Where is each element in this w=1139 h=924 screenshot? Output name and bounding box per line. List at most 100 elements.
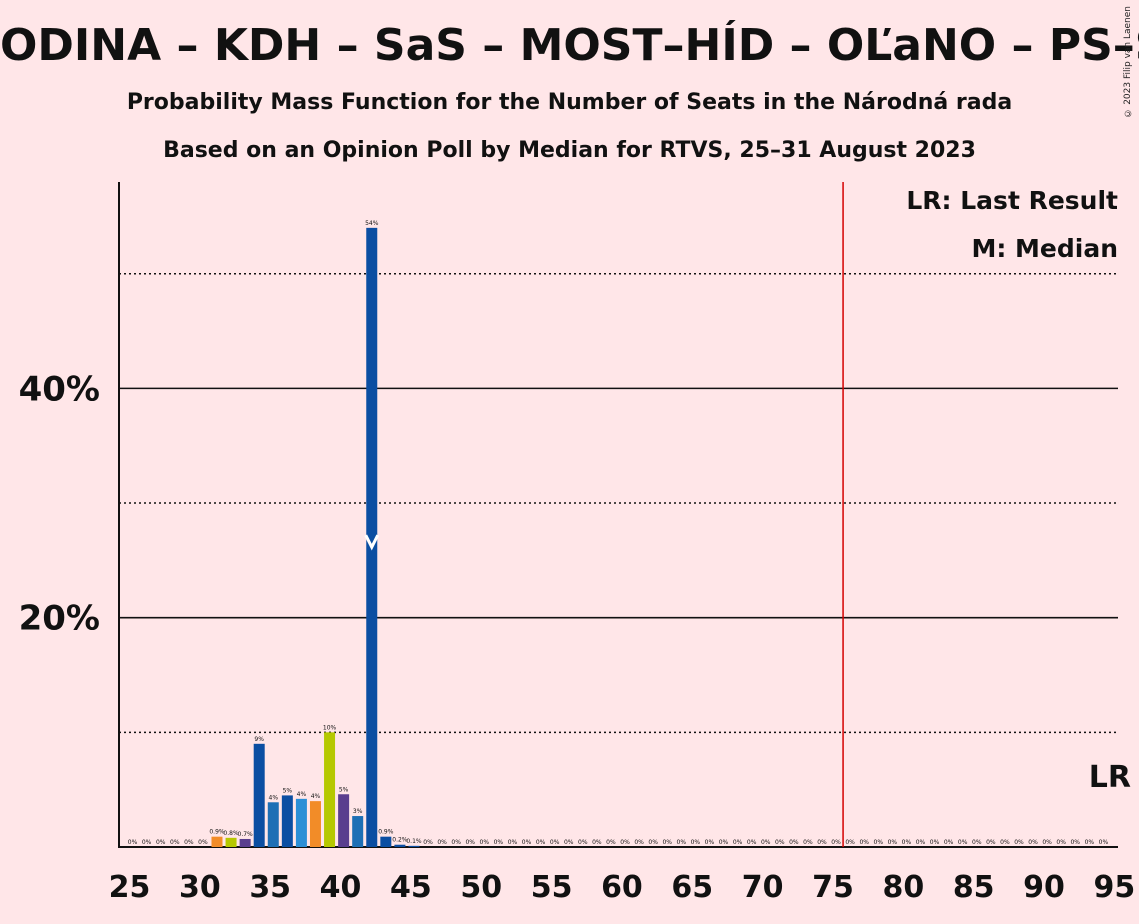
bar-seats-41 [338, 794, 350, 847]
x-tick-label: 70 [742, 870, 784, 905]
bar-label-70: 0% [747, 839, 757, 846]
bar-label-80: 0% [888, 839, 898, 846]
x-tick-label: 90 [1023, 870, 1065, 905]
bar-label-43: 54% [365, 220, 379, 227]
bar-label-61: 0% [620, 839, 630, 846]
x-tick-label: 40 [320, 870, 362, 905]
x-tick-label: 85 [953, 870, 995, 905]
bar-seats-33 [225, 837, 237, 847]
bar-seats-39 [309, 801, 321, 847]
bar-label-60: 0% [606, 839, 616, 846]
bar-label-33: 0.8% [223, 830, 239, 837]
bar-label-41: 5% [339, 786, 349, 793]
bar-label-83: 0% [930, 839, 940, 846]
y-tick-label: 20% [19, 599, 100, 639]
bar-label-71: 0% [761, 839, 771, 846]
bar-label-50: 0% [465, 839, 475, 846]
bar-label-58: 0% [578, 839, 588, 846]
median-marker [364, 534, 380, 551]
bar-label-29: 0% [170, 839, 180, 846]
bar-label-72: 0% [775, 839, 785, 846]
bar-label-44: 0.9% [378, 829, 394, 836]
bar-label-54: 0% [522, 839, 532, 846]
bar-label-35: 9% [254, 736, 264, 743]
bar-label-53: 0% [508, 839, 518, 846]
x-tick-label: 35 [249, 870, 291, 905]
bar-label-75: 0% [817, 839, 827, 846]
bar-label-93: 0% [1070, 839, 1080, 846]
bar-label-27: 0% [142, 839, 152, 846]
bar-label-42: 3% [353, 808, 363, 815]
bar-label-46: 0.1% [406, 838, 422, 845]
bar-label-30: 0% [184, 839, 194, 846]
legend-median: M: Median [971, 234, 1118, 263]
bar-label-39: 4% [311, 793, 321, 800]
x-tick-label: 80 [882, 870, 924, 905]
x-tick-label: 65 [671, 870, 713, 905]
bar-label-73: 0% [789, 839, 799, 846]
bar-seats-44 [380, 836, 392, 847]
bar-label-34: 0.7% [238, 831, 254, 838]
bar-label-88: 0% [1000, 839, 1010, 846]
bar-seats-40 [324, 732, 336, 847]
bar-label-87: 0% [986, 839, 996, 846]
bar-label-85: 0% [958, 839, 968, 846]
bar-seats-35 [253, 743, 265, 847]
bar-label-78: 0% [859, 839, 869, 846]
bar-label-45: 0.2% [392, 837, 408, 844]
bar-label-76: 0% [831, 839, 841, 846]
bar-label-38: 4% [297, 791, 307, 798]
bar-label-82: 0% [916, 839, 926, 846]
bar-label-89: 0% [1014, 839, 1024, 846]
bar-seats-43 [366, 227, 378, 848]
bar-label-68: 0% [719, 839, 729, 846]
x-tick-label: 45 [390, 870, 432, 905]
bar-label-36: 4% [269, 794, 279, 801]
x-tick-label: 60 [601, 870, 643, 905]
legend-last-result: LR: Last Result [906, 186, 1118, 215]
x-tick-label: 75 [812, 870, 854, 905]
bar-label-26: 0% [128, 839, 138, 846]
bar-label-64: 0% [662, 839, 672, 846]
x-tick-label: 55 [531, 870, 573, 905]
bar-label-28: 0% [156, 839, 166, 846]
bar-seats-46 [408, 845, 420, 847]
bar-label-51: 0% [480, 839, 490, 846]
bar-label-92: 0% [1056, 839, 1066, 846]
bar-label-65: 0% [677, 839, 687, 846]
bar-label-81: 0% [902, 839, 912, 846]
x-tick-label: 95 [1094, 870, 1136, 905]
bar-label-66: 0% [691, 839, 701, 846]
bar-seats-34 [239, 838, 251, 847]
bar-label-67: 0% [705, 839, 715, 846]
bar-label-32: 0.9% [209, 829, 225, 836]
bar-seats-42 [352, 816, 364, 847]
bar-label-62: 0% [634, 839, 644, 846]
bar-label-48: 0% [437, 839, 447, 846]
bar-label-77: 0% [845, 839, 855, 846]
bar-label-49: 0% [451, 839, 461, 846]
x-tick-label: 50 [460, 870, 502, 905]
bar-label-91: 0% [1042, 839, 1052, 846]
bar-label-95: 0% [1099, 839, 1109, 846]
bar-label-63: 0% [648, 839, 658, 846]
bar-label-37: 5% [283, 787, 293, 794]
chart-title: ODINA – KDH – SaS – MOST–HÍD – OĽaNO – P… [0, 20, 1139, 71]
bar-label-47: 0% [423, 839, 433, 846]
bar-seats-37 [281, 795, 293, 847]
bar-seats-45 [394, 844, 406, 847]
bar-label-79: 0% [874, 839, 884, 846]
chart-source: Based on an Opinion Poll by Median for R… [163, 138, 976, 163]
bar-label-90: 0% [1028, 839, 1038, 846]
bar-label-57: 0% [564, 839, 574, 846]
bar-label-86: 0% [972, 839, 982, 846]
last-result-marker: LR [1089, 760, 1131, 795]
bar-label-40: 10% [323, 724, 337, 731]
bar-label-31: 0% [198, 839, 208, 846]
chart-subtitle: Probability Mass Function for the Number… [126, 90, 1013, 115]
bar-label-52: 0% [494, 839, 504, 846]
bar-label-59: 0% [592, 839, 602, 846]
bar-label-56: 0% [550, 839, 560, 846]
bar-label-55: 0% [536, 839, 546, 846]
